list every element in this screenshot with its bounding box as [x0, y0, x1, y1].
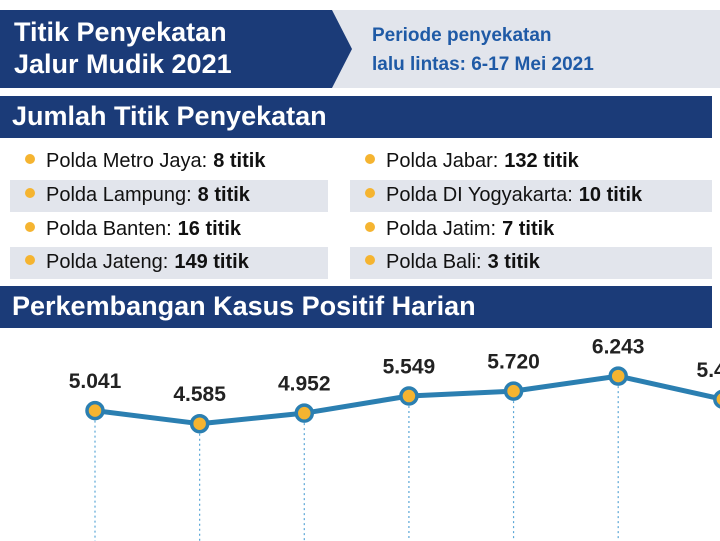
value-label: 5.720 — [487, 351, 540, 374]
point — [294, 403, 315, 423]
point — [399, 386, 419, 406]
list-item: Polda Jabar: 132 titik — [386, 150, 580, 172]
header-title: Titik Penyekatan — [14, 17, 227, 47]
value-label: 4.585 — [173, 383, 226, 406]
row-background — [10, 180, 328, 212]
list-item: Polda Bali: 3 titik — [386, 251, 541, 273]
list: Polda Metro Jaya: 8 titik Polda Jabar: 132 … — [10, 150, 712, 279]
row-background — [10, 247, 328, 279]
item-name: Polda Jateng: — [46, 251, 168, 273]
header-title: Jalur Mudik 2021 — [14, 49, 232, 79]
item-name: Polda Jabar: — [386, 150, 498, 172]
header-period: lalu lintas: 6-17 Mei 2021 — [372, 54, 594, 75]
bullet — [365, 188, 375, 198]
value-label: 6.243 — [592, 336, 645, 359]
bullet — [365, 255, 375, 265]
row-background — [350, 180, 712, 212]
item-count: 10 titik — [579, 184, 643, 206]
bullet — [25, 154, 35, 164]
header-period: Periode penyekatan — [372, 25, 552, 46]
list-item: Polda Metro Jaya: 8 titik — [46, 150, 266, 172]
item-name: Polda Banten: — [46, 218, 172, 240]
value-label: 4.952 — [278, 373, 331, 396]
list-item: Polda Jateng: 149 titik — [46, 251, 250, 273]
section-title: Jumlah Titik Penyekatan — [12, 101, 327, 131]
list-item: Polda Lampung: 8 titik — [46, 184, 251, 206]
bullet — [365, 154, 375, 164]
chart: 5.041 4.585 4.952 5.549 5.720 6.243 5.436 — [69, 336, 720, 541]
bullet — [25, 255, 35, 265]
item-count: 8 titik — [198, 184, 251, 206]
section-bar — [0, 96, 712, 138]
bullet — [25, 188, 35, 198]
item-name: Polda Bali: — [386, 251, 482, 273]
header-title-box — [0, 10, 352, 88]
item-count: 16 titik — [178, 218, 242, 240]
value-label: 5.041 — [69, 370, 122, 393]
item-count: 8 titik — [213, 150, 266, 172]
item-count: 7 titik — [502, 218, 555, 240]
item-name: Polda Lampung: — [46, 184, 192, 206]
section-bar — [0, 286, 712, 328]
list-item: Polda Jatim: 7 titik — [386, 218, 555, 240]
list-item: Polda Banten: 16 titik — [46, 218, 242, 240]
item-count: 3 titik — [488, 251, 541, 273]
item-name: Polda Metro Jaya: — [46, 150, 207, 172]
bullet — [365, 222, 375, 232]
value-label: 5.436 — [697, 359, 720, 382]
item-count: 132 titik — [504, 150, 579, 172]
row-background — [350, 247, 712, 279]
bullet — [25, 222, 35, 232]
point — [85, 400, 105, 421]
point — [608, 366, 628, 386]
point — [189, 413, 210, 434]
point — [503, 381, 524, 401]
item-count: 149 titik — [174, 251, 249, 273]
item-name: Polda Jatim: — [386, 218, 496, 240]
chart-title: Perkembangan Kasus Positif Harian — [12, 291, 476, 321]
value-label: 5.549 — [383, 356, 436, 379]
list-item: Polda DI Yogyakarta: 10 titik — [386, 184, 643, 206]
point — [713, 389, 720, 409]
item-name: Polda DI Yogyakarta: — [386, 184, 573, 206]
